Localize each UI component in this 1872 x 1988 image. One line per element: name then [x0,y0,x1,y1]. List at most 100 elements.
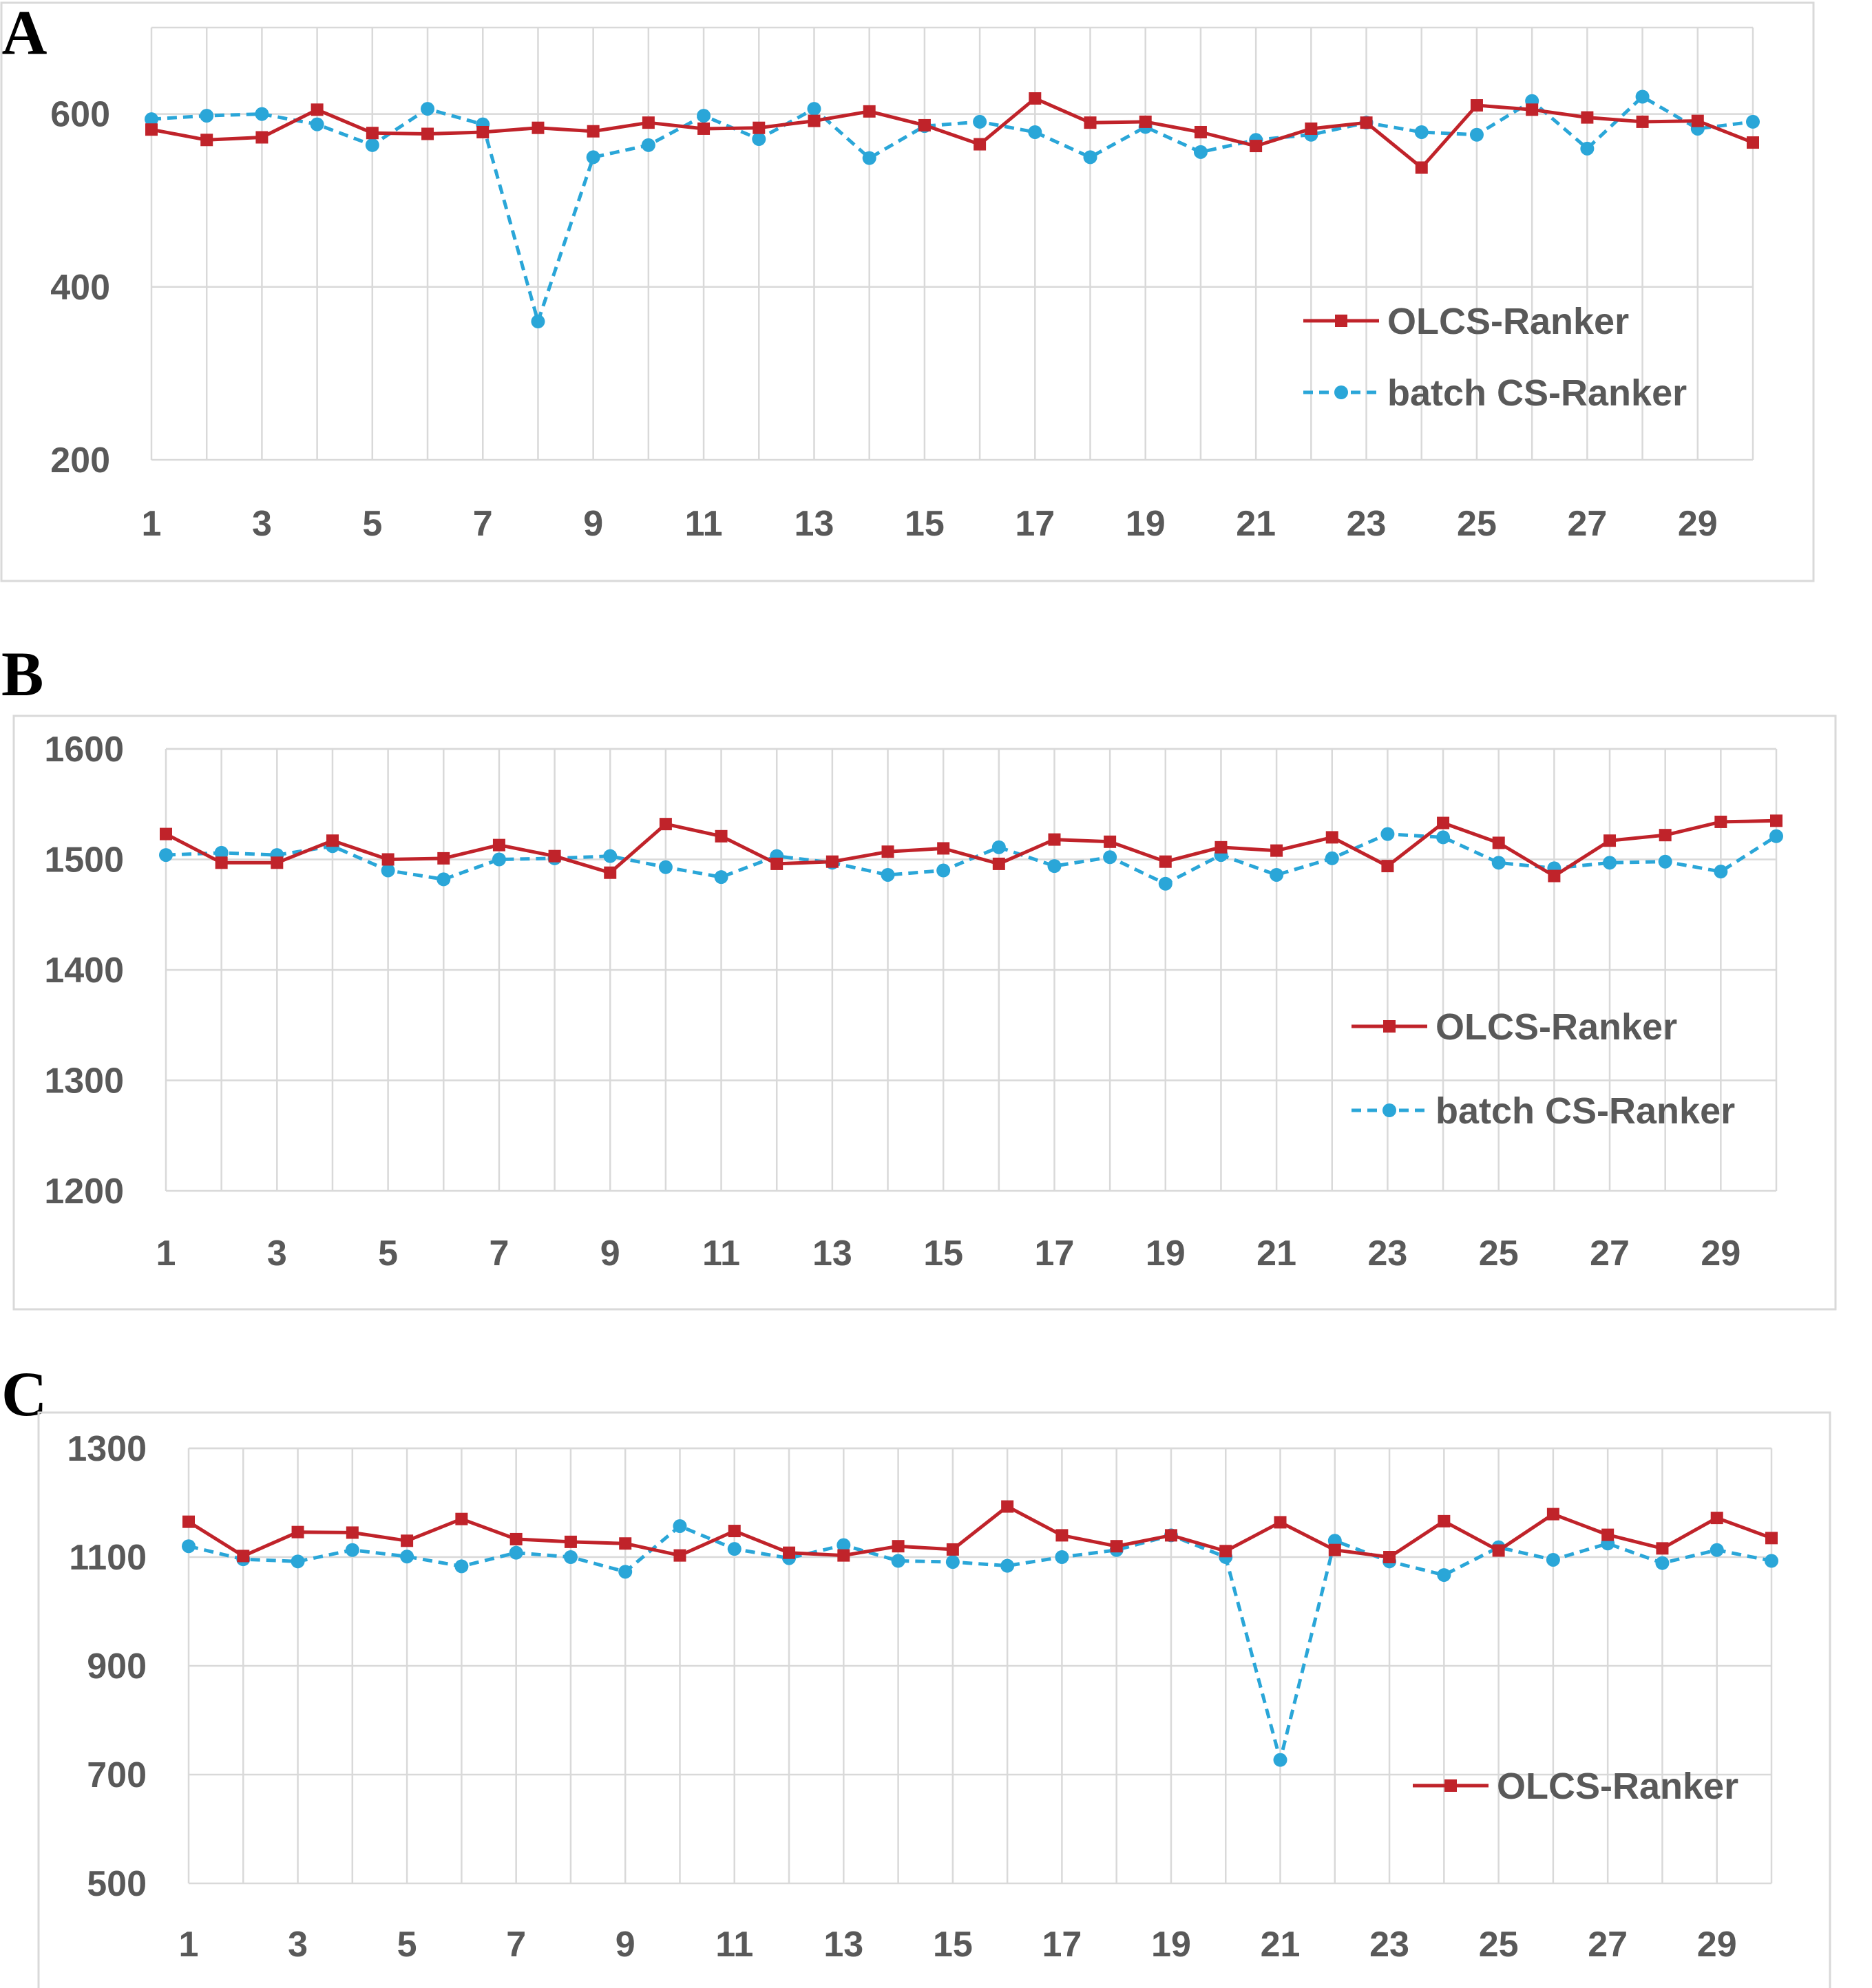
x-tick-label: 3 [267,1234,287,1273]
x-tick-label: 17 [1035,1234,1075,1273]
data-point-olcs-ranker [1526,103,1539,116]
x-tick-label: 15 [905,504,945,544]
data-point-olcs-ranker [1581,111,1594,124]
y-tick-label: 1200 [44,1172,124,1212]
legend-label-olcs-ranker: OLCS-Ranker [1387,301,1629,342]
data-point-olcs-ranker [1603,834,1617,847]
data-point-olcs-ranker [1438,1514,1451,1527]
data-point-batch-cs-ranker [727,1542,742,1556]
data-point-olcs-ranker [509,1532,523,1545]
data-point-olcs-ranker [366,127,379,140]
x-tick-label: 7 [473,504,493,544]
data-point-olcs-ranker [437,852,450,865]
data-point-olcs-ranker [1194,125,1207,138]
data-point-olcs-ranker [1659,829,1672,842]
panel-b-frame [12,715,1837,1311]
x-tick-label: 13 [812,1234,852,1273]
data-point-olcs-ranker [1001,1500,1014,1513]
data-point-batch-cs-ranker [641,138,655,152]
x-tick-label: 23 [1369,1925,1409,1965]
data-point-olcs-ranker [182,1515,195,1528]
data-point-olcs-ranker [604,866,617,879]
x-tick-label: 7 [489,1234,509,1273]
x-tick-label: 13 [795,504,834,544]
x-tick-label: 5 [397,1925,417,1965]
data-point-olcs-ranker [946,1543,959,1556]
data-point-olcs-ranker [881,845,894,858]
data-point-olcs-ranker [825,855,839,868]
x-tick-label: 11 [715,1925,753,1965]
data-point-batch-cs-ranker [658,860,673,874]
data-point-batch-cs-ranker [1655,1556,1670,1570]
data-point-batch-cs-ranker [291,1554,305,1569]
x-tick-label: 27 [1567,504,1607,544]
data-point-olcs-ranker [1601,1528,1615,1541]
data-point-olcs-ranker [145,123,158,136]
data-point-olcs-ranker [619,1537,632,1550]
y-tick-label: 900 [87,1647,147,1686]
data-point-olcs-ranker [160,827,172,840]
data-point-batch-cs-ranker [1714,865,1728,879]
data-point-batch-cs-ranker [714,870,728,885]
data-point-olcs-ranker [1691,114,1704,127]
data-point-batch-cs-ranker [1635,89,1650,104]
x-tick-label: 21 [1261,1925,1301,1965]
data-point-olcs-ranker [1710,1512,1723,1525]
data-point-olcs-ranker [1360,116,1373,129]
data-point-batch-cs-ranker [586,150,600,165]
data-point-batch-cs-ranker [837,1538,851,1552]
data-point-olcs-ranker [1325,831,1338,844]
x-tick-label: 25 [1479,1925,1519,1965]
legend-swatch-marker-batch-cs-ranker [1334,385,1348,399]
data-point-olcs-ranker [863,105,876,118]
x-tick-label: 27 [1588,1925,1628,1965]
data-point-batch-cs-ranker [1580,141,1595,156]
data-point-olcs-ranker [1219,1545,1232,1558]
data-point-olcs-ranker [1110,1540,1123,1553]
x-tick-label: 29 [1678,504,1718,544]
x-tick-label: 3 [288,1925,308,1965]
y-tick-label: 1300 [44,1061,124,1101]
x-tick-label: 19 [1126,504,1166,544]
data-point-batch-cs-ranker [973,114,987,129]
data-point-batch-cs-ranker [697,109,711,123]
data-point-batch-cs-ranker [1469,127,1484,142]
data-point-olcs-ranker [1250,140,1263,153]
data-point-batch-cs-ranker [618,1565,633,1579]
data-point-batch-cs-ranker [1103,850,1117,865]
x-tick-label: 29 [1697,1925,1737,1965]
data-point-olcs-ranker [1159,855,1172,868]
data-point-batch-cs-ranker [509,1545,523,1560]
data-point-olcs-ranker [237,1550,250,1563]
data-point-batch-cs-ranker [1710,1543,1724,1557]
y-tick-label: 1100 [69,1538,147,1578]
data-point-batch-cs-ranker [563,1550,578,1564]
x-tick-label: 15 [923,1234,963,1273]
data-point-olcs-ranker [1656,1542,1669,1555]
data-point-olcs-ranker [1492,836,1505,849]
data-point-olcs-ranker [1048,833,1061,846]
data-point-olcs-ranker [1415,161,1428,174]
data-point-batch-cs-ranker [159,848,173,863]
data-point-olcs-ranker [918,118,931,131]
data-point-batch-cs-ranker [807,102,821,116]
data-point-olcs-ranker [697,122,711,135]
data-point-olcs-ranker [492,838,505,852]
y-tick-label: 400 [50,268,110,308]
data-point-olcs-ranker [1383,1551,1396,1563]
series-line-batch-cs-ranker [165,832,1778,886]
data-point-olcs-ranker [1055,1529,1069,1542]
panel-a-frame [0,1,1815,582]
x-tick-label: 1 [179,1925,199,1965]
data-point-olcs-ranker [1546,1508,1559,1521]
series-line-batch-cs-ranker [188,1524,1772,1762]
data-point-batch-cs-ranker [214,845,229,860]
x-tick-label: 27 [1590,1234,1630,1273]
y-tick-label: 700 [87,1755,147,1795]
y-tick-label: 1300 [67,1429,147,1469]
data-point-olcs-ranker [715,829,728,843]
data-point-batch-cs-ranker [145,112,158,127]
x-tick-label: 19 [1151,1925,1191,1965]
data-point-olcs-ranker [587,125,600,138]
data-point-olcs-ranker [1305,122,1318,135]
